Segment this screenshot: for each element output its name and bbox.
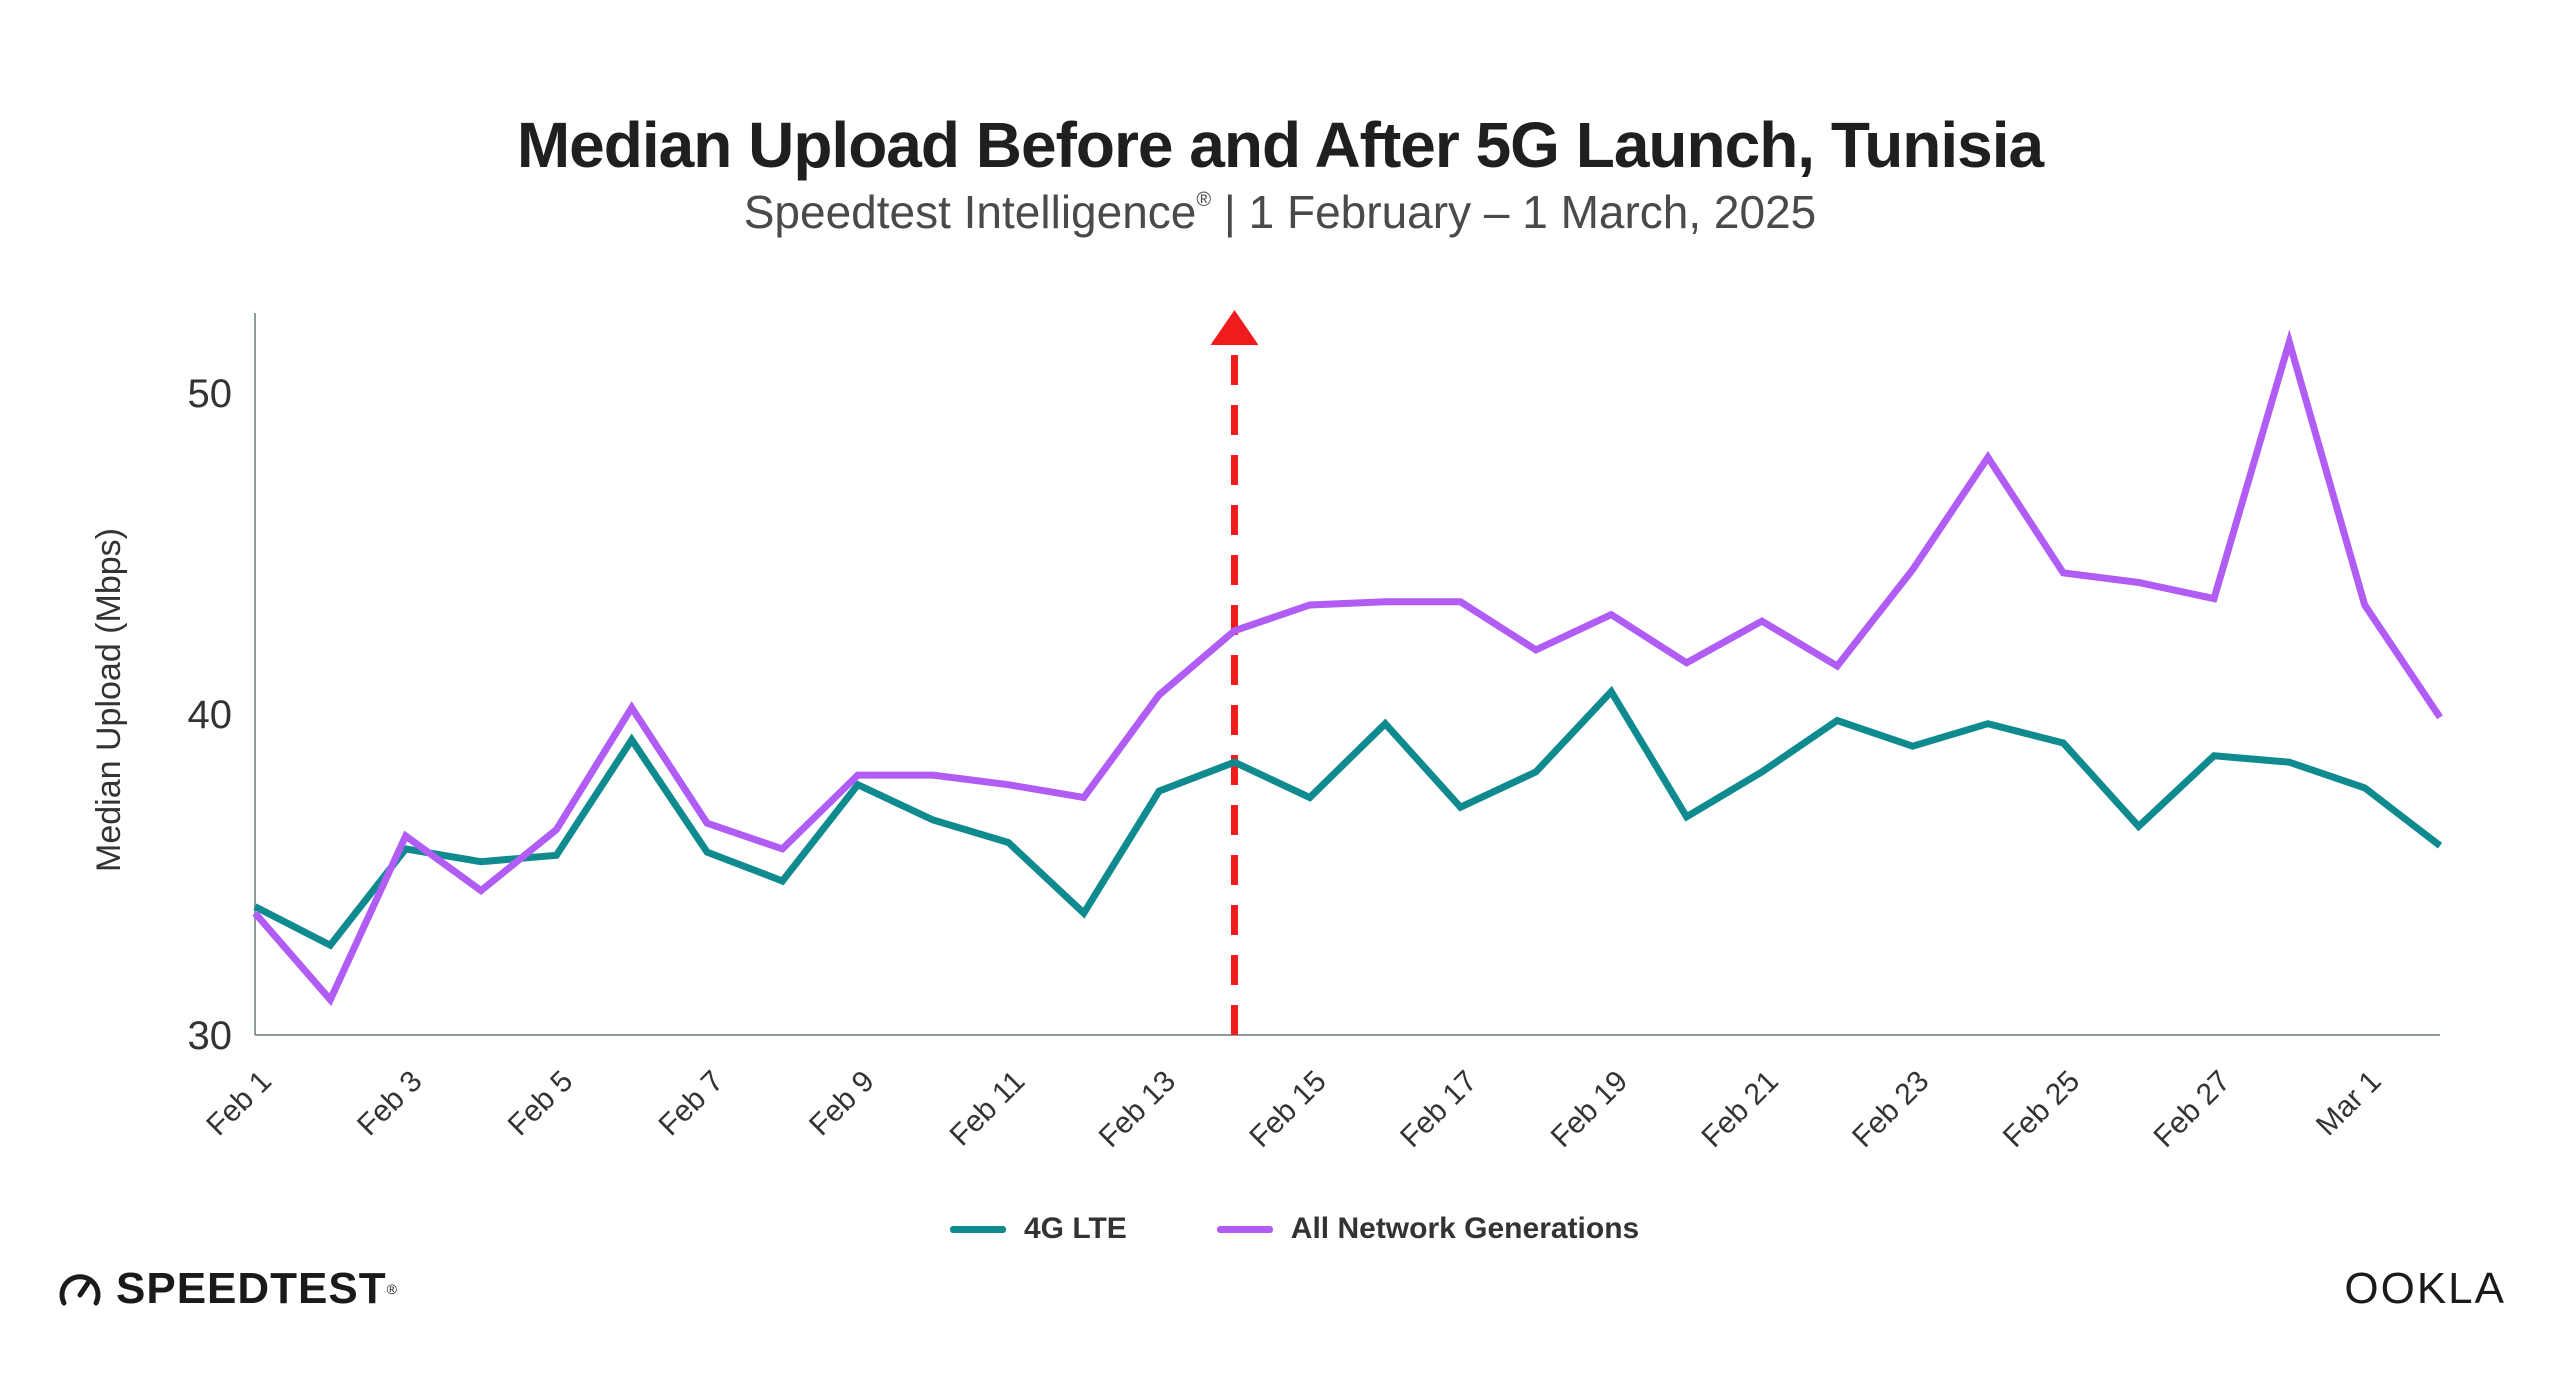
legend-swatch-4g-lte xyxy=(950,1225,1006,1233)
x-tick-label: Feb 9 xyxy=(803,1065,881,1143)
series-line-all-network xyxy=(252,329,2443,1007)
x-tick-label: Feb 21 xyxy=(1695,1065,1784,1154)
x-tick-label: Feb 15 xyxy=(1243,1065,1332,1154)
x-axis-ticks: Feb 1 Feb 3 Feb 5 Feb 7 Feb 9 Feb 11 Feb 13 Feb… xyxy=(200,1065,2387,1154)
x-tick-label: Feb 13 xyxy=(1093,1065,1182,1154)
x-tick-label: Feb 25 xyxy=(1997,1065,2086,1154)
chart-legend: 4G LTE All Network Generations xyxy=(950,1212,1729,1246)
legend-label-all-network: All Network Generations xyxy=(1290,1212,1640,1245)
y-tick-label: 30 xyxy=(188,1014,233,1058)
x-tick-label: Feb 19 xyxy=(1545,1065,1634,1154)
registered-mark: ® xyxy=(1196,189,1212,211)
launch-marker xyxy=(1210,310,1259,1035)
series-line-4g-lte xyxy=(253,685,2443,950)
x-tick-label: Feb 23 xyxy=(1846,1065,1935,1154)
y-axis-ticks: 30 40 50 xyxy=(188,372,233,1058)
legend-swatch-all-network xyxy=(1216,1225,1273,1233)
x-tick-label: Feb 17 xyxy=(1394,1065,1483,1154)
x-tick-label: Feb 7 xyxy=(652,1065,730,1143)
speedometer-icon xyxy=(59,1274,101,1306)
legend-item-4g-lte: 4G LTE xyxy=(950,1212,1127,1246)
subtitle-source: Speedtest Intelligence xyxy=(743,186,1197,238)
x-tick-label: Feb 11 xyxy=(944,1065,1032,1153)
x-tick-label: Feb 27 xyxy=(2148,1065,2237,1154)
speedtest-wordmark: SPEEDTEST xyxy=(116,1264,387,1313)
chart-series xyxy=(252,329,2443,1007)
legend-label-4g-lte: 4G LTE xyxy=(1024,1212,1127,1245)
legend-item-all-network: All Network Generations xyxy=(1216,1212,1640,1246)
speedtest-registered-mark: ® xyxy=(386,1281,398,1297)
launch-arrowhead xyxy=(1210,310,1259,345)
chart-title: Median Upload Before and After 5G Launch… xyxy=(516,109,2044,181)
ookla-logo: OOKLA xyxy=(2344,1264,2506,1313)
x-tick-label: Feb 3 xyxy=(351,1065,429,1143)
y-axis-label: Median Upload (Mbps) xyxy=(90,528,128,872)
y-tick-label: 50 xyxy=(188,372,233,416)
x-tick-label: Feb 1 xyxy=(200,1065,278,1143)
subtitle-date-range: | 1 February – 1 March, 2025 xyxy=(1211,186,1817,238)
speedtest-logo: SPEEDTEST ® xyxy=(58,1264,398,1314)
y-tick-label: 40 xyxy=(188,693,233,737)
chart-axes xyxy=(254,313,2440,1036)
chart-subtitle: Speedtest Intelligence® | 1 February – 1… xyxy=(0,185,2560,239)
x-tick-label: Mar 1 xyxy=(2310,1065,2388,1143)
x-tick-label: Feb 5 xyxy=(502,1065,580,1143)
